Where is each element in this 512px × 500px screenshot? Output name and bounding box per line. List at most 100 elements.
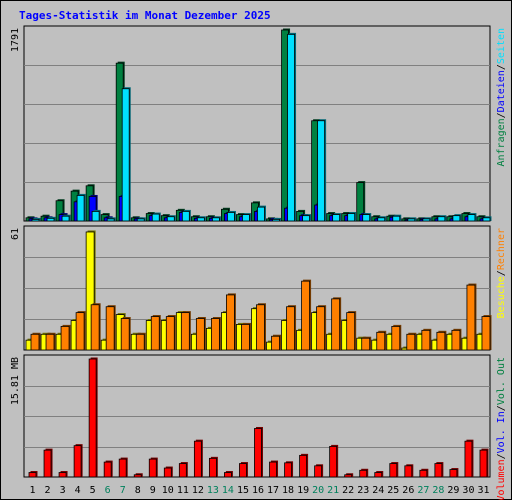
x-tick-label: 7 <box>120 485 126 496</box>
x-tick-label: 19 <box>297 485 309 496</box>
legend-entry: / <box>496 405 507 411</box>
x-tick-label: 16 <box>252 485 264 496</box>
volume-bar <box>193 440 202 478</box>
legend-entry: Besuche <box>496 276 507 318</box>
hits-bar <box>452 215 461 222</box>
visits-bar <box>466 284 476 351</box>
legend-entry: Rechner <box>496 228 507 270</box>
hits-bar <box>136 218 145 222</box>
hits-bar <box>362 214 371 222</box>
hits-bar <box>181 211 190 222</box>
visits-bar <box>376 331 386 351</box>
visits-bar <box>316 306 326 351</box>
x-tick-label: 20 <box>312 485 324 496</box>
volume-bar <box>88 358 97 478</box>
x-tick-label: 21 <box>327 485 339 496</box>
hits-bar <box>76 195 85 222</box>
hits-ymax-label: 1791 <box>10 28 21 52</box>
x-tick-label: 6 <box>105 485 111 496</box>
x-tick-label: 3 <box>60 485 66 496</box>
visits-bar <box>391 325 401 351</box>
legend-entry: Vol. In <box>496 411 507 453</box>
visits-bar <box>481 316 491 351</box>
visits-bar <box>180 312 190 351</box>
volume-bar <box>314 465 323 478</box>
x-tick-label: 15 <box>237 485 249 496</box>
volume-bar <box>103 461 112 478</box>
hits-bar <box>392 215 401 222</box>
x-tick-label: 8 <box>135 485 141 496</box>
visits-bar <box>406 333 416 351</box>
hits-bar <box>211 217 220 222</box>
hits-bar <box>377 217 386 222</box>
visits-bar <box>120 318 130 351</box>
hits-legend: Anfragen/Dateien/Seiten <box>496 28 507 167</box>
hits-bar <box>422 218 431 222</box>
visits-bar <box>436 331 446 351</box>
volume-bar <box>58 472 67 478</box>
legend-entry: Anfragen <box>496 118 507 166</box>
hits-bar <box>61 215 70 222</box>
volume-ymax-label: 15.81 MB <box>10 357 21 405</box>
hits-bar <box>302 215 310 222</box>
x-tick-label: 5 <box>90 485 96 496</box>
hits-bar <box>287 33 295 222</box>
visits-bar <box>271 335 280 351</box>
x-tick-label: 13 <box>207 485 219 496</box>
chart-title: Tages-Statistik im Monat Dezember 2025 <box>19 9 271 22</box>
volume-bar <box>344 474 353 478</box>
visits-legend: Besuche/Rechner <box>496 228 507 318</box>
volume-bar <box>43 449 52 478</box>
hits-bar <box>151 213 160 222</box>
visits-bar <box>60 325 70 351</box>
hits-bar <box>227 212 235 222</box>
legend-entry: / <box>496 112 507 118</box>
visits-bar <box>90 304 100 351</box>
x-tick-label: 26 <box>402 485 414 496</box>
volume-bar <box>419 469 428 478</box>
volume-bar <box>479 449 488 478</box>
x-tick-label: 30 <box>462 485 474 496</box>
hits-bar <box>407 218 416 222</box>
x-tick-label: 14 <box>222 485 234 496</box>
x-tick-label: 28 <box>432 485 444 496</box>
hits-bar <box>437 216 446 222</box>
hits-bar <box>166 216 175 222</box>
visits-bar <box>105 306 115 351</box>
legend-entry: / <box>496 270 507 276</box>
x-tick-label: 4 <box>75 485 81 496</box>
visits-bar <box>421 329 431 351</box>
visits-bar <box>45 333 55 351</box>
hits-bar <box>317 120 326 222</box>
volume-bar <box>299 454 307 478</box>
legend-entry: / <box>496 453 507 459</box>
volume-bar <box>224 472 232 478</box>
legend-entry: Volumen <box>496 459 507 500</box>
legend-entry: / <box>496 64 507 70</box>
visits-bar <box>30 333 40 351</box>
hits-bar <box>31 219 40 222</box>
visits-bar <box>150 316 160 351</box>
x-tick-label: 2 <box>45 485 51 496</box>
hits-bar <box>482 217 491 222</box>
hits-plot-area <box>23 25 491 222</box>
legend-entry: Seiten <box>496 28 507 64</box>
visits-bar <box>241 324 250 351</box>
hits-bar <box>242 214 250 222</box>
volume-bar <box>404 465 413 478</box>
visits-bar <box>346 312 356 351</box>
hits-bar <box>272 219 280 222</box>
volume-bar <box>254 428 262 478</box>
hits-bar <box>106 218 115 222</box>
volume-bar <box>178 463 187 478</box>
x-tick-label: 1 <box>30 485 36 496</box>
x-tick-label: 12 <box>192 485 204 496</box>
visits-bar <box>226 294 235 351</box>
x-tick-label: 10 <box>162 485 174 496</box>
visits-bar <box>331 298 341 351</box>
volume-legend: Volumen/Vol. In/Vol. Out <box>496 357 507 500</box>
x-tick-label: 11 <box>177 485 189 496</box>
visits-bar <box>210 318 220 351</box>
legend-entry: Dateien <box>496 70 507 112</box>
